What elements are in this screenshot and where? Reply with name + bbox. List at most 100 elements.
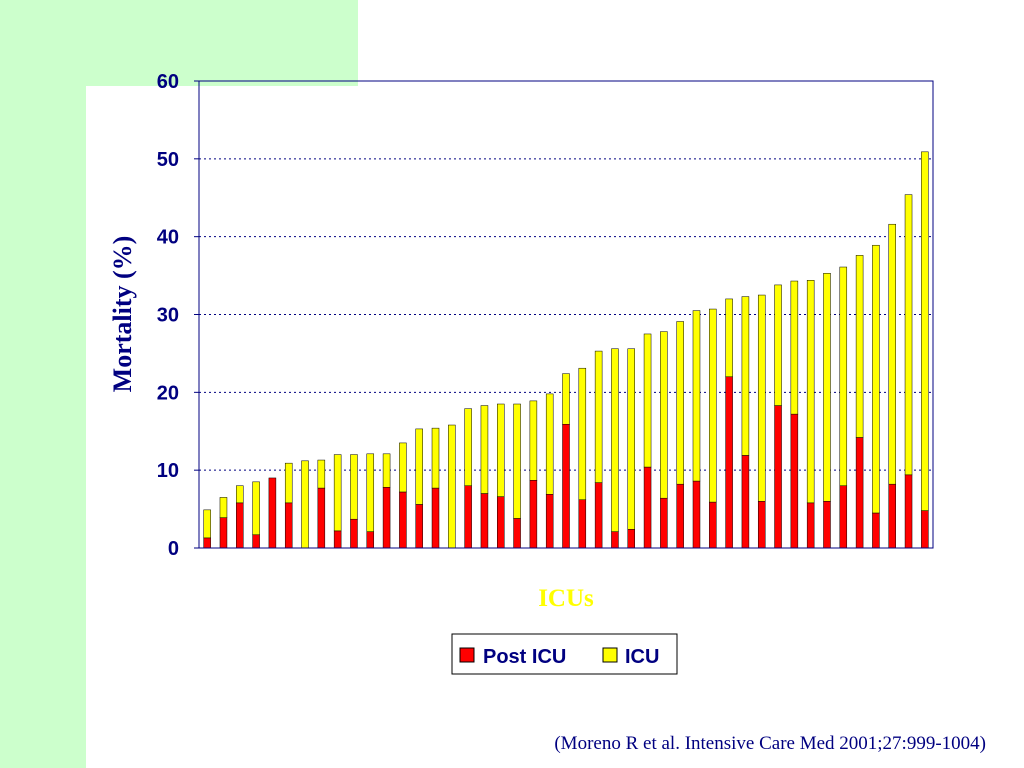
bar-icu-8 xyxy=(317,459,326,489)
bar-post-icu-15 xyxy=(431,487,440,549)
bar-icu-2 xyxy=(219,497,228,518)
bar-post-icu-27 xyxy=(627,529,635,549)
bar-icu-28 xyxy=(643,333,652,468)
bar-icu-1 xyxy=(203,509,211,539)
y-tick-label-50: 50 xyxy=(157,149,179,171)
bar-icu-20 xyxy=(513,403,521,519)
bar-icu-17 xyxy=(464,408,472,486)
bar-post-icu-35 xyxy=(757,501,766,549)
bar-icu-40 xyxy=(839,266,848,486)
bar-post-icu-17 xyxy=(464,485,472,549)
y-tick-label-10: 10 xyxy=(157,460,179,482)
bar-icu-36 xyxy=(774,284,782,406)
bar-icu-16 xyxy=(448,424,456,549)
bar-post-icu-2 xyxy=(219,517,228,549)
bar-post-icu-31 xyxy=(692,480,701,549)
bar-post-icu-4 xyxy=(252,534,260,549)
bar-icu-18 xyxy=(480,405,489,494)
bar-icu-11 xyxy=(366,453,375,532)
bar-icu-13 xyxy=(399,442,407,493)
bar-post-icu-29 xyxy=(660,497,668,549)
bar-post-icu-38 xyxy=(806,502,815,549)
y-tick-label-0: 0 xyxy=(168,538,179,560)
bar-icu-4 xyxy=(252,481,260,536)
citation: (Moreno R et al. Intensive Care Med 2001… xyxy=(554,733,986,754)
bar-icu-19 xyxy=(497,403,505,497)
bar-icu-29 xyxy=(660,331,668,499)
background-band-left xyxy=(0,0,86,768)
bars-group xyxy=(203,151,929,549)
bar-icu-44 xyxy=(904,194,913,476)
bar-post-icu-11 xyxy=(366,531,375,549)
bar-icu-45 xyxy=(921,151,929,511)
bar-icu-37 xyxy=(790,280,799,415)
bar-post-icu-14 xyxy=(415,504,423,549)
bar-icu-26 xyxy=(611,348,619,532)
legend-box xyxy=(451,633,678,675)
bar-post-icu-3 xyxy=(236,502,244,549)
bar-icu-24 xyxy=(578,367,587,500)
legend: Post ICU ICU xyxy=(451,633,678,675)
bar-post-icu-24 xyxy=(578,499,587,549)
bar-post-icu-45 xyxy=(921,510,929,549)
bar-post-icu-9 xyxy=(333,530,342,549)
bar-icu-7 xyxy=(301,460,309,549)
bar-icu-23 xyxy=(562,373,570,425)
bar-icu-32 xyxy=(709,308,717,503)
bar-post-icu-8 xyxy=(317,487,326,549)
background-rounded-corner xyxy=(86,86,226,226)
bar-icu-34 xyxy=(741,296,750,456)
y-axis-label: Mortality (%) xyxy=(108,236,137,393)
bar-post-icu-23 xyxy=(562,423,570,549)
bar-post-icu-13 xyxy=(399,491,407,549)
bar-icu-43 xyxy=(888,223,896,485)
bar-post-icu-10 xyxy=(350,518,358,549)
bar-post-icu-42 xyxy=(872,512,880,549)
legend-label-post-icu: Post ICU xyxy=(483,646,566,668)
bar-post-icu-39 xyxy=(823,501,831,549)
bar-post-icu-40 xyxy=(839,485,848,549)
bar-icu-39 xyxy=(823,272,831,502)
bar-icu-15 xyxy=(431,427,440,489)
bar-icu-38 xyxy=(806,280,815,504)
bar-icu-12 xyxy=(382,453,391,488)
y-tick-label-40: 40 xyxy=(157,227,179,249)
bar-icu-33 xyxy=(725,298,733,378)
bar-icu-6 xyxy=(284,462,293,504)
y-tick-label-30: 30 xyxy=(157,305,179,327)
bar-post-icu-18 xyxy=(480,493,489,549)
legend-swatch-icu xyxy=(602,647,618,663)
bar-post-icu-20 xyxy=(513,518,521,549)
bar-icu-35 xyxy=(757,294,766,502)
y-tick-label-60: 60 xyxy=(157,71,179,93)
bar-icu-3 xyxy=(236,485,244,504)
bar-post-icu-19 xyxy=(497,496,505,549)
x-axis-label: ICUs xyxy=(538,585,594,612)
bar-post-icu-32 xyxy=(709,501,717,549)
bar-post-icu-22 xyxy=(545,494,554,549)
bar-icu-30 xyxy=(676,321,684,485)
legend-label-icu: ICU xyxy=(625,646,659,668)
bar-post-icu-41 xyxy=(855,437,864,549)
bar-icu-14 xyxy=(415,428,423,505)
bar-post-icu-1 xyxy=(203,537,211,549)
bar-icu-41 xyxy=(855,255,864,438)
bar-post-icu-34 xyxy=(741,455,750,549)
bar-post-icu-44 xyxy=(904,474,913,549)
bar-post-icu-33 xyxy=(725,376,733,549)
bar-icu-22 xyxy=(545,393,554,495)
bar-icu-10 xyxy=(350,454,358,520)
bar-post-icu-28 xyxy=(643,466,652,549)
y-tick-label-20: 20 xyxy=(157,382,179,404)
bar-post-icu-37 xyxy=(790,413,799,549)
y-tick-labels: 0 10 20 30 40 50 60 xyxy=(157,71,199,560)
bar-post-icu-12 xyxy=(382,487,391,549)
bar-icu-31 xyxy=(692,310,701,482)
bar-post-icu-21 xyxy=(529,480,538,549)
bar-post-icu-43 xyxy=(888,483,896,549)
bar-icu-25 xyxy=(594,350,603,483)
bar-icu-9 xyxy=(333,454,342,532)
bar-post-icu-36 xyxy=(774,405,782,549)
bar-post-icu-6 xyxy=(284,502,293,549)
